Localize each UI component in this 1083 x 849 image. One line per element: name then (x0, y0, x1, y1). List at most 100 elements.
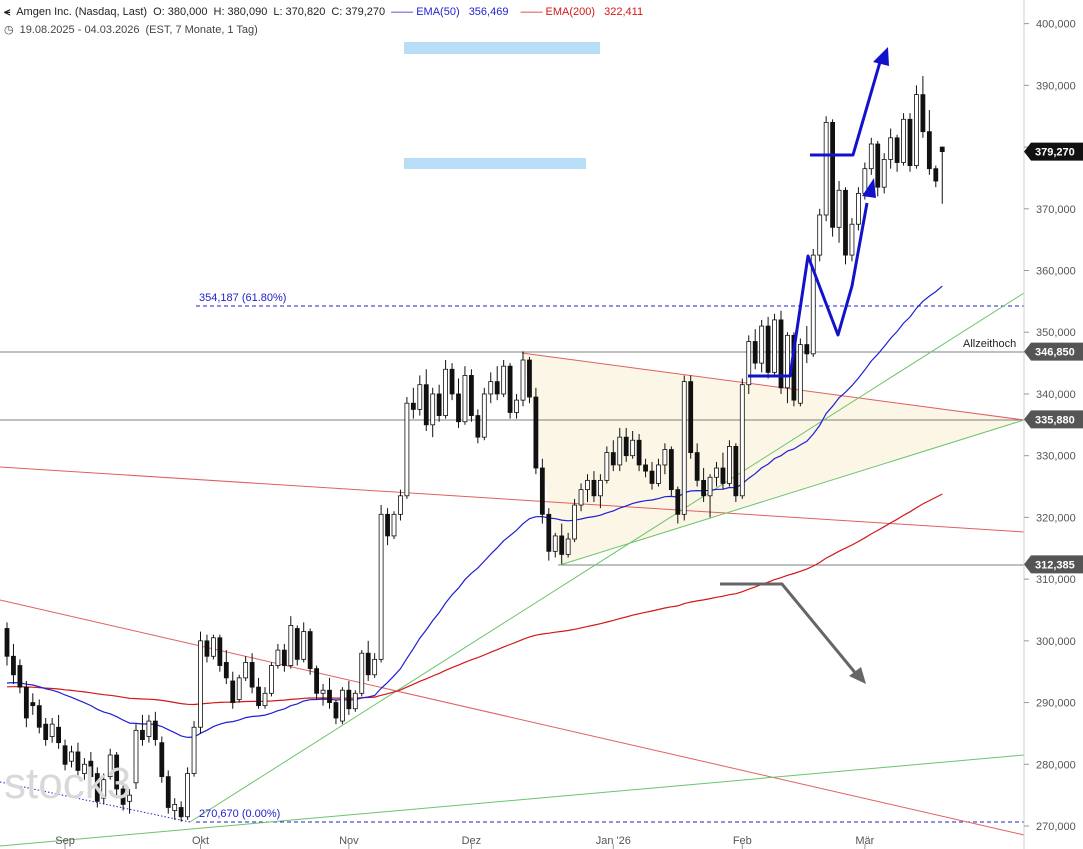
candle-body (30, 702, 36, 707)
candle-body (668, 449, 674, 491)
y-tick-label: 300,000 (1036, 636, 1076, 648)
candle-body (630, 439, 636, 457)
candle (410, 387, 416, 419)
candle (572, 498, 577, 543)
candle (901, 113, 906, 166)
y-tick-label: 290,000 (1036, 698, 1076, 710)
candle (462, 366, 468, 425)
y-tick-label: 320,000 (1036, 512, 1076, 524)
candle (501, 360, 507, 398)
x-tick-label: Jan '26 (596, 835, 631, 847)
y-tick-label: 370,000 (1036, 204, 1076, 216)
candle (443, 360, 449, 419)
projection-arrow-blue-main (748, 202, 869, 378)
candle-body (875, 143, 881, 188)
candle-body (449, 368, 455, 395)
candle (152, 711, 158, 746)
ema50-legend[interactable]: —— EMA(50) 356,469 (391, 6, 509, 18)
candle (456, 378, 461, 428)
projection-arrowhead-top (873, 47, 889, 66)
trendline-red-1 (0, 466, 1025, 533)
candle (520, 351, 526, 407)
candle (314, 665, 320, 700)
candle-body (243, 662, 249, 679)
candle (552, 532, 558, 558)
clock-icon: ◷ (4, 24, 14, 36)
candle-body (294, 628, 300, 660)
candle (598, 474, 603, 509)
candle-body (114, 754, 120, 790)
candle (30, 693, 36, 715)
candle (94, 767, 100, 808)
y-axis[interactable]: 270,000 280,000 290,000 300,000 310,000 320,0… (1024, 19, 1076, 833)
candle (920, 76, 926, 138)
ema50-value: 356,469 (468, 6, 509, 18)
candle (172, 798, 178, 820)
fib-0-label: 270,670 (0.00%) (199, 808, 280, 820)
candle (256, 677, 261, 709)
candle-body (281, 649, 287, 666)
candle (262, 687, 268, 709)
chart-header: ⪪ Amgen Inc. (Nasdaq, Last) O: 380,000 H: 3… (4, 6, 655, 19)
ema200-legend[interactable]: —— EMA(200) 322,411 (520, 6, 644, 18)
candle-body (359, 652, 365, 694)
candle (385, 508, 390, 546)
candle-body (385, 513, 390, 537)
y-tick-label: 340,000 (1036, 389, 1076, 401)
candle (533, 387, 539, 475)
candle (430, 387, 436, 438)
low-value: L: 370,820 (273, 6, 326, 18)
fib-618-label: 354,187 (61.80%) (199, 292, 286, 304)
candle (604, 446, 610, 484)
candle-body (11, 655, 16, 676)
candle-body (372, 658, 378, 676)
y-tick-label: 310,000 (1036, 574, 1076, 586)
candle-body (314, 668, 320, 694)
candle-body (868, 143, 874, 170)
candle (23, 680, 29, 728)
candle-body (56, 726, 61, 744)
candle (4, 622, 10, 666)
chart-type-icon[interactable]: ⪪ (4, 6, 11, 18)
candle-body (836, 189, 842, 228)
candle (662, 443, 668, 475)
candle-body (204, 640, 210, 657)
candle-body (262, 692, 268, 707)
candle (507, 363, 513, 419)
candles (4, 76, 945, 822)
x-tick-label: Okt (192, 835, 209, 847)
candle (269, 662, 274, 697)
candle (243, 656, 249, 681)
price-tag (1024, 342, 1083, 361)
candle (636, 434, 642, 472)
candle-body (694, 452, 700, 481)
candle (288, 616, 294, 669)
candle-body (339, 689, 345, 722)
candle (191, 721, 197, 777)
candle-body (62, 745, 68, 765)
candle-body (926, 131, 932, 170)
candle (707, 474, 713, 518)
x-axis[interactable]: Sep Okt Nov Dez Jan '26 Feb Mär (55, 835, 875, 849)
candle-body (765, 325, 771, 373)
candle-body (198, 640, 203, 728)
candle-body (681, 381, 687, 515)
candle-body (752, 341, 758, 364)
candle (714, 461, 719, 487)
candle-body (236, 677, 242, 700)
candle (875, 140, 881, 197)
candle (327, 677, 332, 709)
candle (404, 397, 410, 499)
candle-body (533, 396, 539, 469)
candle-body (527, 359, 532, 398)
price-tag-label: 346,850 (1035, 347, 1075, 359)
candle (888, 128, 894, 169)
candle-body (920, 94, 926, 133)
candle-body (849, 223, 855, 256)
candle (514, 393, 519, 419)
price-tags: 379,270 346,850 335,880 312,385 (1024, 142, 1083, 574)
ema200-path (6, 493, 943, 706)
candle-body (210, 637, 216, 657)
candle-body (191, 726, 197, 774)
